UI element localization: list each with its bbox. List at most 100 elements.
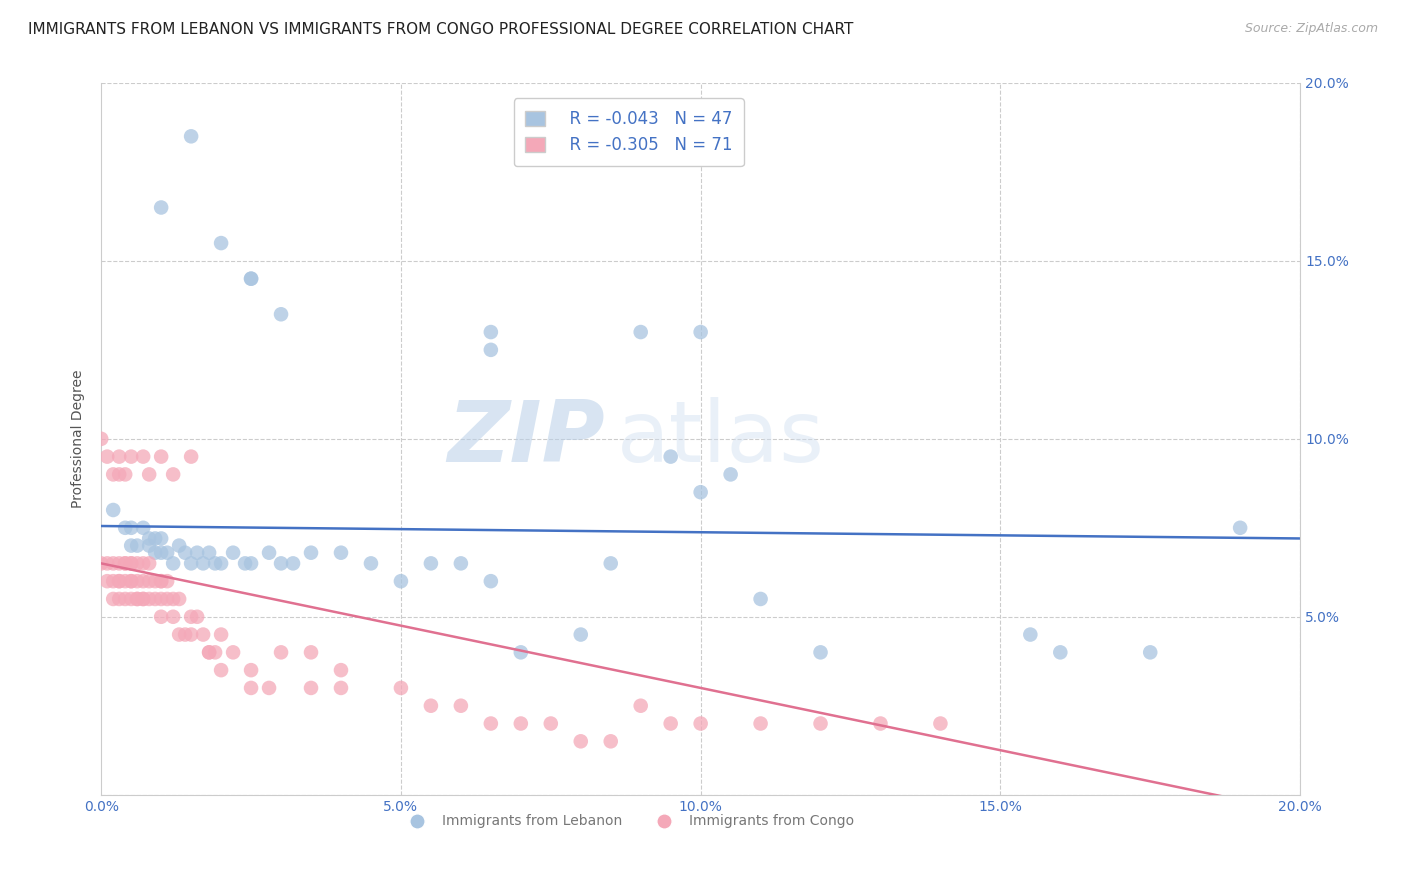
Point — [132, 574, 155, 589]
Text: IMMIGRANTS FROM LEBANON VS IMMIGRANTS FROM CONGO PROFESSIONAL DEGREE CORRELATION: IMMIGRANTS FROM LEBANON VS IMMIGRANTS FR… — [28, 22, 853, 37]
Point — [509, 645, 531, 659]
Point — [138, 574, 160, 589]
Point — [120, 521, 142, 535]
Point — [114, 557, 136, 571]
Y-axis label: Professional Degree: Professional Degree — [72, 369, 86, 508]
Point — [240, 271, 263, 285]
Point — [174, 627, 197, 641]
Point — [240, 557, 263, 571]
Point — [143, 532, 166, 546]
Point — [479, 716, 502, 731]
Point — [120, 557, 142, 571]
Point — [419, 557, 441, 571]
Point — [689, 325, 711, 339]
Point — [120, 574, 142, 589]
Point — [222, 546, 245, 560]
Point — [114, 467, 136, 482]
Point — [749, 591, 772, 606]
Point — [150, 532, 173, 546]
Point — [630, 698, 652, 713]
Point — [174, 546, 197, 560]
Point — [150, 574, 173, 589]
Point — [143, 574, 166, 589]
Point — [330, 681, 353, 695]
Point — [120, 557, 142, 571]
Point — [198, 645, 221, 659]
Point — [240, 681, 263, 695]
Point — [599, 557, 621, 571]
Point — [120, 450, 142, 464]
Point — [540, 716, 562, 731]
Point — [198, 645, 221, 659]
Legend: Immigrants from Lebanon, Immigrants from Congo: Immigrants from Lebanon, Immigrants from… — [398, 809, 859, 834]
Point — [127, 574, 149, 589]
Point — [810, 645, 832, 659]
Point — [138, 591, 160, 606]
Point — [330, 546, 353, 560]
Point — [114, 574, 136, 589]
Point — [1139, 645, 1161, 659]
Point — [233, 557, 256, 571]
Point — [127, 591, 149, 606]
Point — [138, 539, 160, 553]
Point — [209, 627, 232, 641]
Point — [180, 609, 202, 624]
Point — [120, 591, 142, 606]
Point — [132, 450, 155, 464]
Point — [180, 129, 202, 144]
Point — [569, 734, 592, 748]
Point — [270, 557, 292, 571]
Point — [180, 557, 202, 571]
Point — [143, 546, 166, 560]
Point — [389, 681, 412, 695]
Point — [103, 503, 125, 517]
Point — [509, 716, 531, 731]
Point — [162, 467, 184, 482]
Point — [127, 539, 149, 553]
Point — [108, 591, 131, 606]
Point — [749, 716, 772, 731]
Point — [167, 591, 190, 606]
Point — [150, 574, 173, 589]
Point — [132, 521, 155, 535]
Point — [127, 557, 149, 571]
Point — [132, 591, 155, 606]
Point — [90, 432, 112, 446]
Point — [150, 201, 173, 215]
Point — [150, 609, 173, 624]
Point — [180, 627, 202, 641]
Point — [270, 307, 292, 321]
Point — [191, 627, 214, 641]
Point — [138, 557, 160, 571]
Point — [150, 546, 173, 560]
Point — [167, 627, 190, 641]
Point — [143, 591, 166, 606]
Point — [96, 450, 118, 464]
Point — [162, 609, 184, 624]
Point — [96, 557, 118, 571]
Point — [108, 557, 131, 571]
Point — [114, 521, 136, 535]
Point — [150, 450, 173, 464]
Text: ZIP: ZIP — [447, 397, 605, 480]
Point — [689, 716, 711, 731]
Point — [162, 591, 184, 606]
Point — [299, 645, 322, 659]
Point — [96, 574, 118, 589]
Point — [270, 645, 292, 659]
Point — [479, 574, 502, 589]
Point — [209, 236, 232, 251]
Point — [180, 450, 202, 464]
Point — [257, 546, 280, 560]
Point — [929, 716, 952, 731]
Point — [204, 645, 226, 659]
Point — [138, 467, 160, 482]
Point — [299, 546, 322, 560]
Point — [869, 716, 891, 731]
Point — [108, 574, 131, 589]
Point — [209, 557, 232, 571]
Point — [222, 645, 245, 659]
Point — [103, 557, 125, 571]
Point — [479, 343, 502, 357]
Point — [689, 485, 711, 500]
